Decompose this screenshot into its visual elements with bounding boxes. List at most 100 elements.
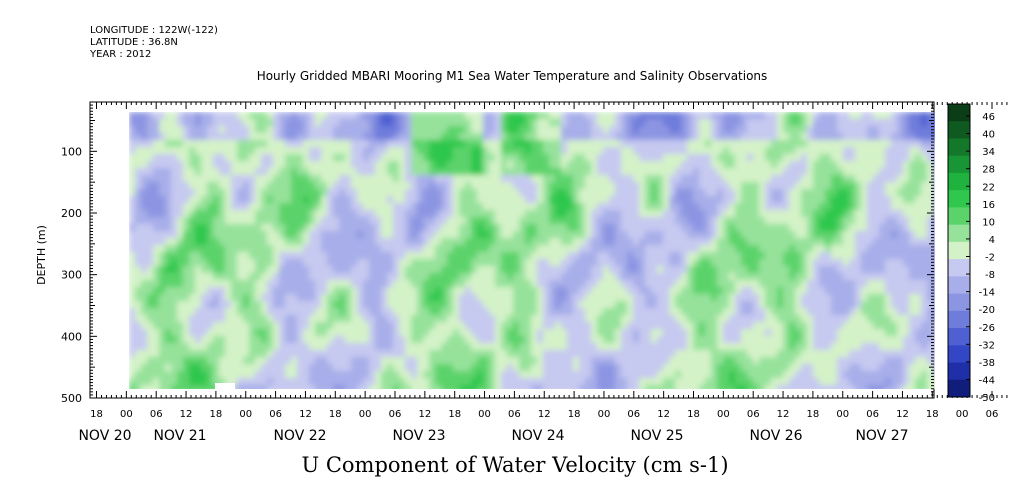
heatmap-cell <box>573 210 580 218</box>
heatmap-cell <box>453 196 460 204</box>
heatmap-cell <box>807 287 814 295</box>
heatmap-cell <box>639 357 646 365</box>
heatmap-cell <box>345 273 352 281</box>
heatmap-cell <box>537 357 544 365</box>
heatmap-cell <box>483 196 490 204</box>
heatmap-cell <box>273 140 280 148</box>
heatmap-cell <box>489 301 496 309</box>
heatmap-cell <box>387 308 394 316</box>
heatmap-cell <box>735 294 742 302</box>
heatmap-cell <box>795 287 802 295</box>
heatmap-cell <box>693 315 700 323</box>
heatmap-cell <box>855 119 862 127</box>
heatmap-cell <box>501 168 508 176</box>
heatmap-cell <box>669 196 676 204</box>
heatmap-cells <box>129 112 935 389</box>
heatmap-cell <box>825 119 832 127</box>
heatmap-cell <box>525 147 532 155</box>
heatmap-cell <box>849 315 856 323</box>
heatmap-cell <box>915 119 922 127</box>
heatmap-cell <box>273 315 280 323</box>
heatmap-cell <box>825 168 832 176</box>
heatmap-cell <box>399 259 406 267</box>
heatmap-cell <box>351 182 358 190</box>
heatmap-cell <box>153 147 160 155</box>
heatmap-cell <box>249 168 256 176</box>
heatmap-cell <box>591 217 598 225</box>
heatmap-cell <box>735 315 742 323</box>
heatmap-cell <box>687 203 694 211</box>
heatmap-cell <box>891 266 898 274</box>
heatmap-cell <box>165 189 172 197</box>
heatmap-cell <box>711 329 718 337</box>
heatmap-cell <box>783 266 790 274</box>
heatmap-cell <box>825 112 832 120</box>
heatmap-cell <box>321 273 328 281</box>
heatmap-cell <box>519 119 526 127</box>
heatmap-cell <box>429 315 436 323</box>
heatmap-cell <box>291 329 298 337</box>
heatmap-cell <box>411 168 418 176</box>
heatmap-cell <box>537 231 544 239</box>
heatmap-cell <box>837 147 844 155</box>
heatmap-cell <box>789 364 796 372</box>
heatmap-cell <box>189 196 196 204</box>
heatmap-cell <box>471 119 478 127</box>
heatmap-cell <box>351 154 358 162</box>
heatmap-cell <box>645 224 652 232</box>
heatmap-cell <box>543 154 550 162</box>
heatmap-cell <box>381 252 388 260</box>
heatmap-cell <box>765 175 772 183</box>
heatmap-cell <box>699 175 706 183</box>
heatmap-cell <box>801 175 808 183</box>
heatmap-cell <box>783 350 790 358</box>
heatmap-cell <box>357 301 364 309</box>
heatmap-cell <box>525 217 532 225</box>
heatmap-cell <box>183 126 190 134</box>
heatmap-cell <box>363 231 370 239</box>
heatmap-cell <box>405 147 412 155</box>
heatmap-cell <box>333 112 340 120</box>
heatmap-cell <box>885 336 892 344</box>
heatmap-cell <box>195 112 202 120</box>
heatmap-cell <box>297 280 304 288</box>
heatmap-cell <box>885 287 892 295</box>
heatmap-cell <box>747 350 754 358</box>
heatmap-cell <box>141 238 148 246</box>
heatmap-cell <box>153 336 160 344</box>
heatmap-cell <box>891 154 898 162</box>
heatmap-cell <box>897 301 904 309</box>
heatmap-cell <box>933 259 935 267</box>
heatmap-cell <box>801 203 808 211</box>
heatmap-cell <box>171 161 178 169</box>
heatmap-cell <box>441 364 448 372</box>
heatmap-cell <box>909 322 916 330</box>
heatmap-cell <box>513 329 520 337</box>
heatmap-cell <box>507 133 514 141</box>
heatmap-cell <box>435 168 442 176</box>
heatmap-cell <box>195 154 202 162</box>
heatmap-cell <box>339 217 346 225</box>
heatmap-cell <box>759 161 766 169</box>
heatmap-cell <box>447 245 454 253</box>
heatmap-cell <box>861 203 868 211</box>
heatmap-cell <box>753 231 760 239</box>
heatmap-cell <box>717 273 724 281</box>
heatmap-cell <box>831 252 838 260</box>
heatmap-cell <box>219 175 226 183</box>
heatmap-cell <box>693 364 700 372</box>
heatmap-cell <box>429 112 436 120</box>
heatmap-cell <box>435 203 442 211</box>
heatmap-cell <box>771 231 778 239</box>
heatmap-cell <box>597 161 604 169</box>
heatmap-cell <box>213 217 220 225</box>
heatmap-cell <box>375 112 382 120</box>
heatmap-cell <box>831 126 838 134</box>
heatmap-cell <box>543 245 550 253</box>
heatmap-cell <box>657 259 664 267</box>
heatmap-cell <box>249 189 256 197</box>
heatmap-cell <box>285 287 292 295</box>
heatmap-cell <box>189 161 196 169</box>
heatmap-cell <box>879 175 886 183</box>
heatmap-cell <box>201 182 208 190</box>
